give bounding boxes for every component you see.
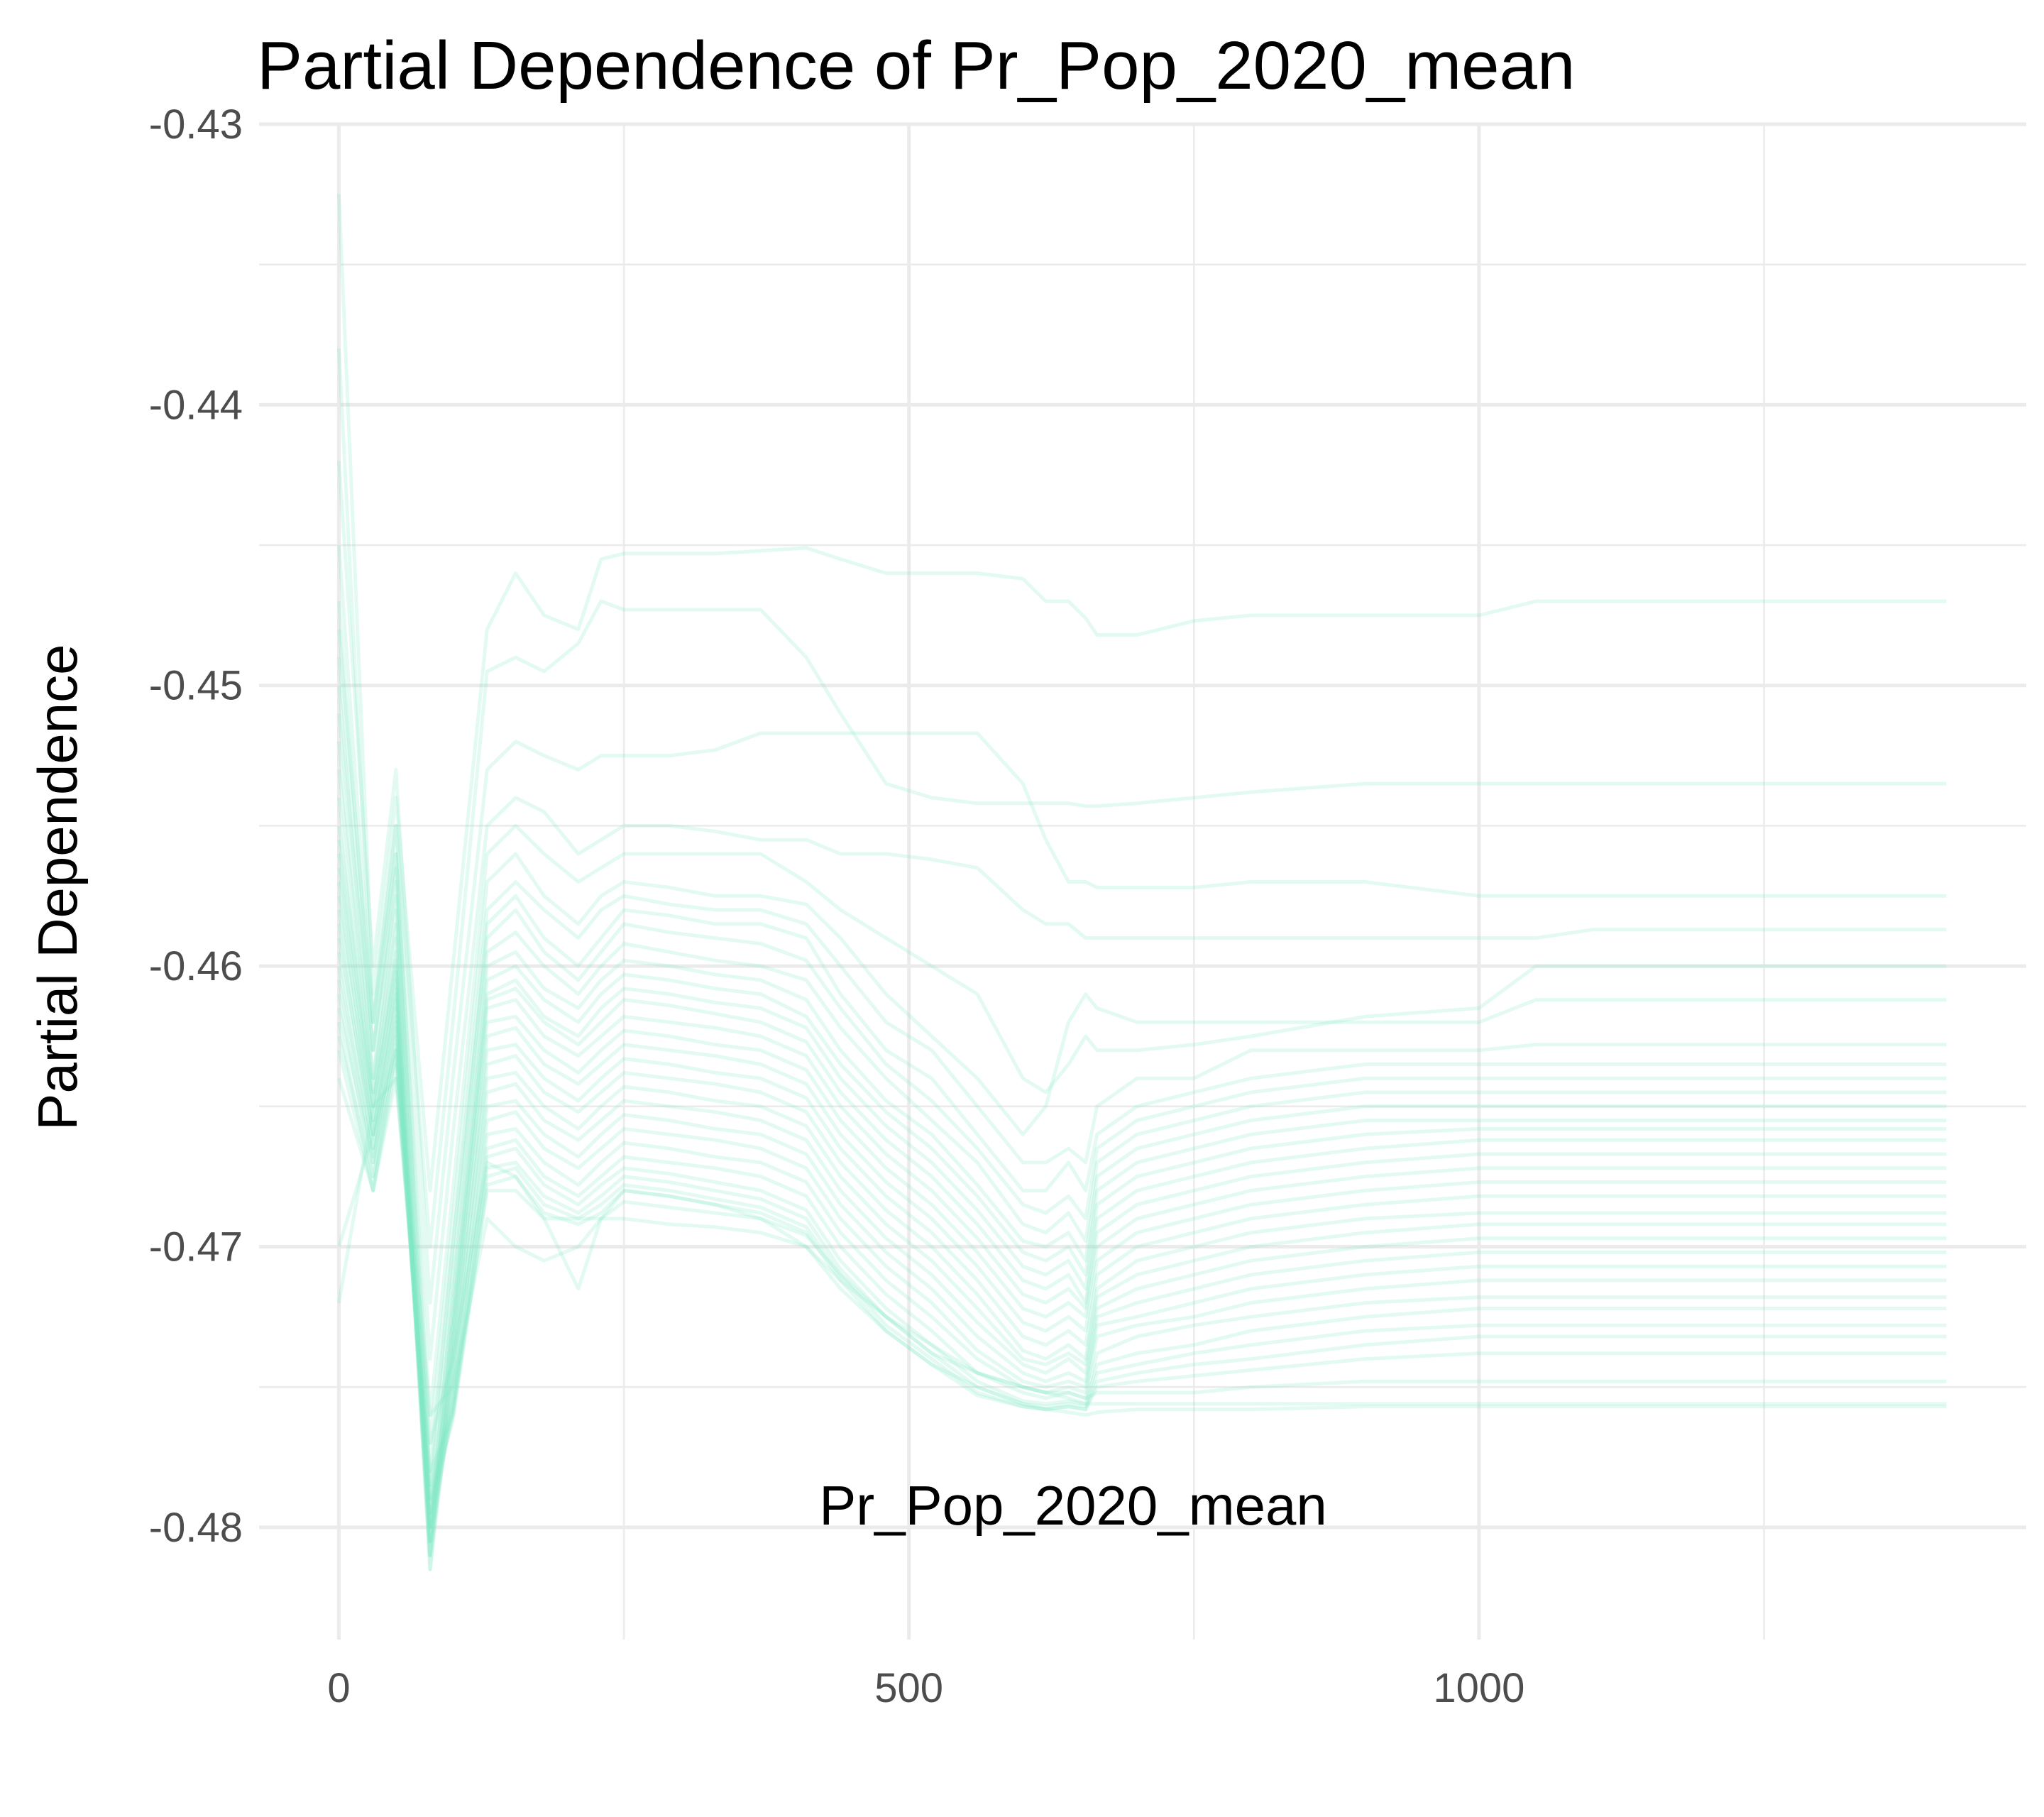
- ice-line-2: [337, 348, 1947, 1248]
- y-tick-label: -0.47: [149, 1224, 243, 1270]
- ice-line-19: [337, 909, 1947, 1571]
- y-tick-label: -0.48: [149, 1505, 243, 1551]
- ice-line-16: [337, 867, 1947, 1544]
- ice-line-9: [337, 713, 1947, 1487]
- x-tick-label: 500: [874, 1665, 943, 1711]
- ice-line-10: [337, 741, 1947, 1530]
- ice-line-6: [337, 629, 1947, 1445]
- ice-line-14: [337, 839, 1947, 1530]
- ice-line-23: [337, 965, 1947, 1544]
- ice-line-26: [337, 1007, 1947, 1501]
- x-tick-label: 1000: [1433, 1665, 1524, 1711]
- ice-line-7: [337, 657, 1947, 1473]
- ice-line-31: [337, 1048, 1947, 1417]
- ice-line-4: [337, 544, 1947, 1361]
- ice-line-1: [337, 194, 1947, 1192]
- y-tick-label: -0.43: [149, 101, 243, 148]
- ice-line-15: [337, 853, 1947, 1571]
- ice-line-18: [337, 895, 1947, 1530]
- ice-line-5: [337, 600, 1947, 1417]
- ice-line-3: [337, 461, 1947, 1305]
- ice-line-12: [337, 797, 1947, 1544]
- ice-line-30: [337, 1076, 1947, 1473]
- grid: [259, 122, 2026, 1640]
- y-tick-label: -0.44: [149, 382, 243, 428]
- ice-line-27: [337, 1021, 1947, 1515]
- ice-line-32: [337, 1076, 1947, 1445]
- ice-line-8: [337, 685, 1947, 1501]
- ice-line-24: [337, 979, 1947, 1515]
- ice-line-11: [337, 769, 1947, 1515]
- ice-line-20: [337, 923, 1947, 1544]
- x-tick-label: 0: [327, 1665, 350, 1711]
- ice-line-25: [337, 994, 1947, 1530]
- y-axis-title: Partial Dependence: [26, 644, 89, 1130]
- ice-line-28: [337, 1036, 1947, 1487]
- ice-line-21: [337, 938, 1947, 1557]
- ice-line-22: [337, 951, 1947, 1530]
- chart-title: Partial Dependence of Pr_Pop_2020_mean: [257, 28, 1575, 104]
- ice-line-29: [337, 1050, 1947, 1501]
- ice-line-17: [337, 882, 1947, 1557]
- y-tick-label: -0.45: [149, 663, 243, 709]
- y-tick-label: -0.46: [149, 943, 243, 989]
- x-axis-title: Pr_Pop_2020_mean: [819, 1474, 1327, 1537]
- y-tick-labels: -0.43 -0.44 -0.45 -0.46 -0.47 -0.48: [149, 101, 243, 1551]
- ice-lines: [337, 194, 1947, 1571]
- x-tick-labels: 0 500 1000: [327, 1665, 1524, 1711]
- ice-line-13: [337, 825, 1947, 1557]
